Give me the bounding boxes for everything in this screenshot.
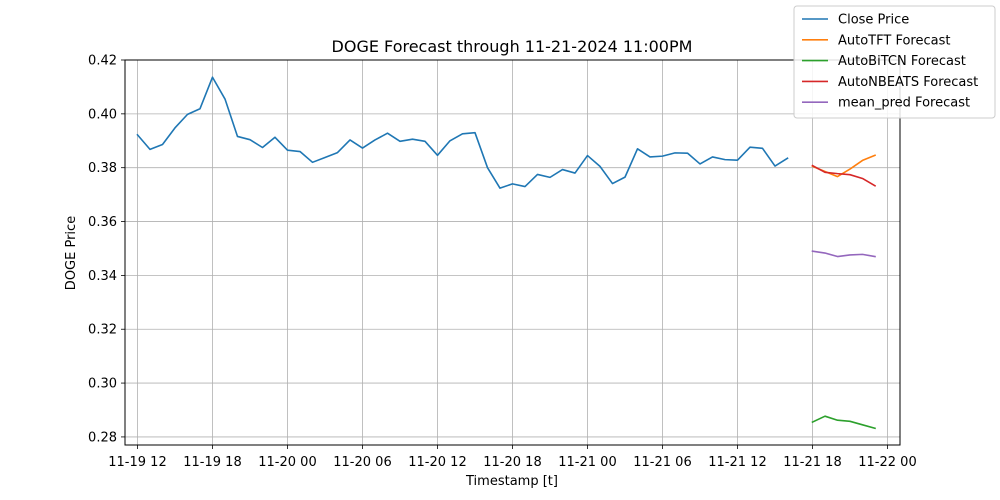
legend-label: Close Price — [838, 13, 909, 28]
y-tick-label: 0.38 — [88, 161, 117, 176]
x-tick-label: 11-20 12 — [408, 455, 466, 470]
x-tick-label: 11-19 18 — [183, 455, 241, 470]
y-axis-title: DOGE Price — [64, 216, 79, 290]
x-axis-title: Timestamp [t] — [465, 474, 558, 489]
x-tick-label: 11-22 00 — [858, 455, 916, 470]
y-tick-label: 0.30 — [88, 377, 117, 392]
x-tick-label: 11-21 06 — [633, 455, 691, 470]
legend: Close Price AutoTFT Forecast AutoBiTCN For… — [793, 5, 996, 119]
x-tick-label: 11-20 18 — [483, 455, 541, 470]
y-tick-label: 0.28 — [88, 430, 117, 445]
legend-label: AutoNBEATS Forecast — [838, 75, 978, 90]
series-layer — [136, 76, 877, 430]
x-tick-label: 11-21 12 — [708, 455, 766, 470]
legend-label: AutoTFT Forecast — [838, 33, 950, 48]
legend-box — [793, 5, 996, 119]
x-tick-label: 11-21 18 — [783, 455, 841, 470]
x-tick-label: 11-19 12 — [108, 455, 166, 470]
series-line-mean-pred-forecast — [811, 250, 876, 258]
x-tick-label: 11-20 00 — [258, 455, 316, 470]
x-tick-label: 11-20 06 — [333, 455, 391, 470]
legend-label: mean_pred Forecast — [838, 96, 970, 111]
series-line-autonbeats-forecast — [811, 164, 877, 187]
grid — [125, 59, 900, 445]
y-tick-label: 0.42 — [88, 54, 117, 69]
y-tick-label: 0.36 — [88, 215, 117, 230]
series-line-close-price — [136, 76, 789, 189]
y-tick-label: 0.32 — [88, 323, 117, 338]
x-tick-label: 11-21 00 — [558, 455, 616, 470]
ticks: 11-19 12 11-19 18 11-20 00 11-20 06 11-20 12… — [88, 54, 917, 471]
legend-label: AutoBiTCN Forecast — [838, 54, 966, 69]
chart-title: DOGE Forecast through 11-21-2024 11:00PM — [332, 37, 693, 56]
y-tick-label: 0.40 — [88, 107, 117, 122]
y-tick-label: 0.34 — [88, 269, 117, 284]
series-line-autobitcn-forecast — [811, 415, 876, 430]
